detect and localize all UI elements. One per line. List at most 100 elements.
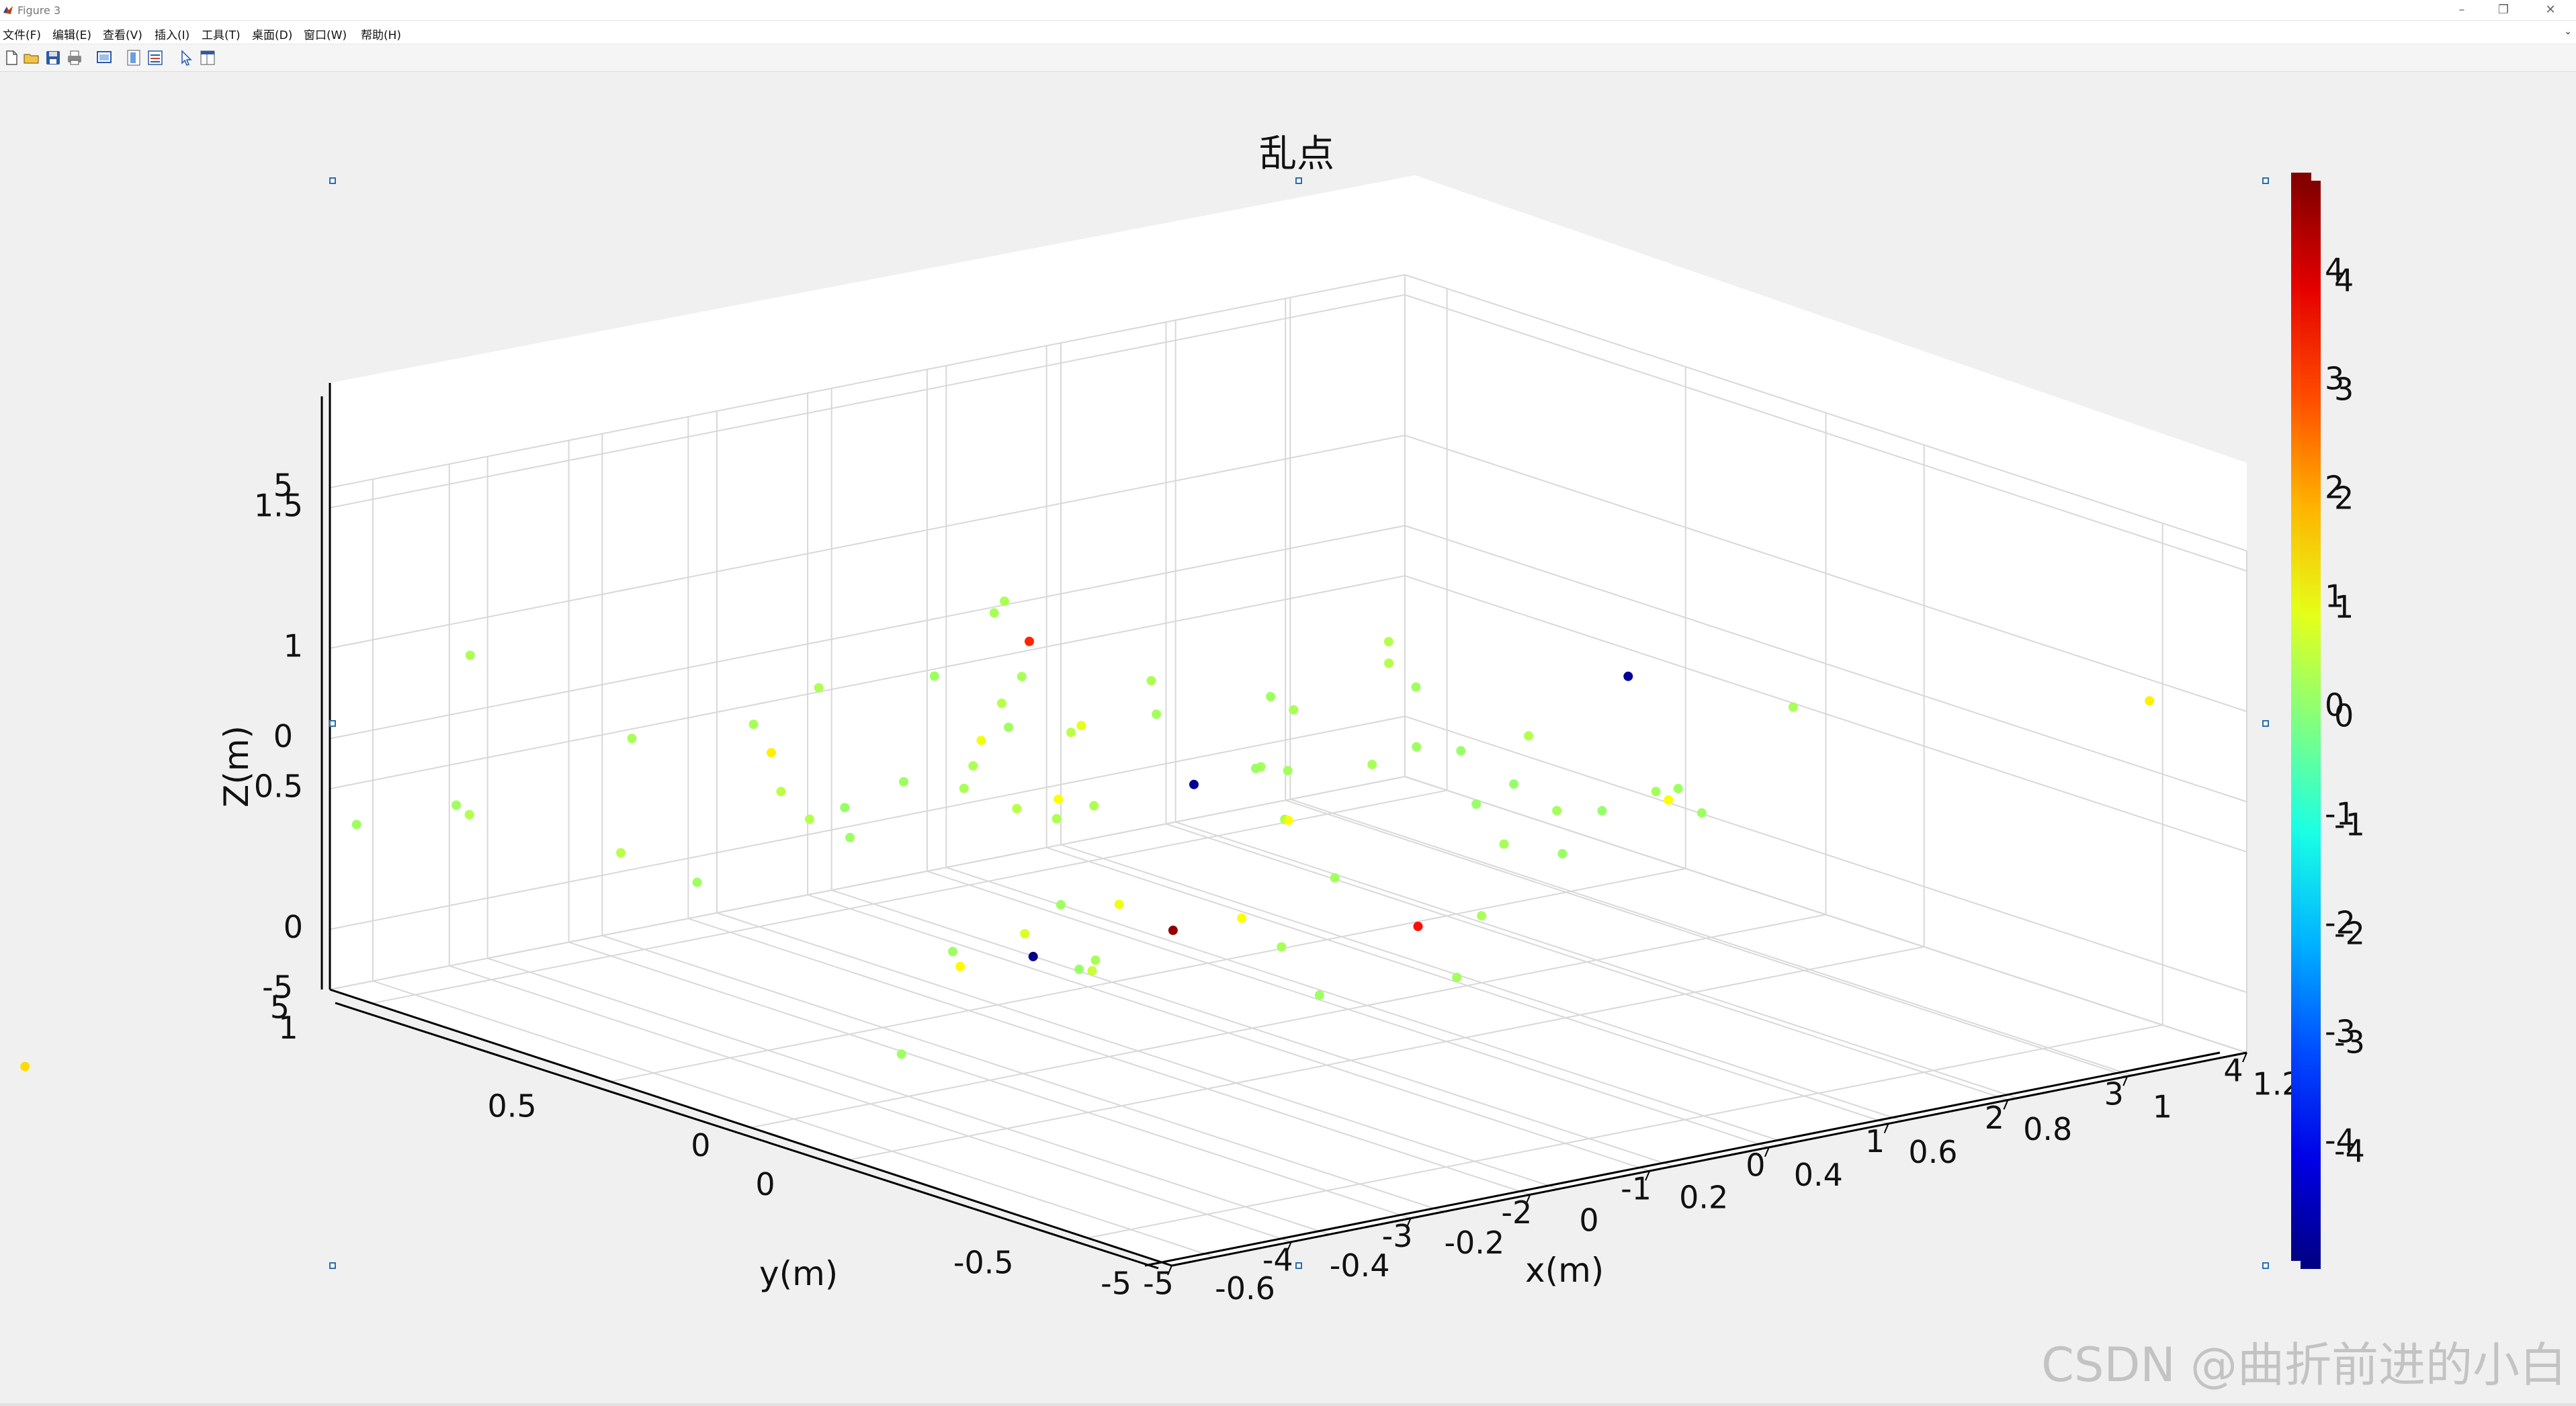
- back-wall-pane: [330, 175, 1415, 990]
- data-point: [929, 671, 939, 681]
- colorbar-tick-label-overlay: -4: [2334, 1133, 2365, 1170]
- data-point: [1056, 899, 1066, 910]
- y-tick-label-overlay: 0: [755, 1166, 775, 1202]
- insert-colorbar-icon[interactable]: [125, 49, 142, 67]
- minimize-button[interactable]: –: [2458, 3, 2465, 17]
- data-point: [1788, 702, 1798, 712]
- selection-handle: [1295, 177, 1302, 184]
- data-point: [1314, 990, 1324, 1000]
- data-point: [2145, 696, 2155, 706]
- grid-z2-back: [329, 715, 1406, 930]
- colorbar-tick-label: -2: [2325, 905, 2356, 941]
- grid-z2-right: [1404, 294, 2247, 572]
- data-point: [351, 820, 361, 830]
- data-point: [1289, 705, 1299, 715]
- colorbar-tick-label: 0: [2325, 687, 2344, 723]
- menu-window[interactable]: 窗口(W): [304, 29, 347, 42]
- x-tick-label-overlay: -0.4: [1330, 1247, 1390, 1284]
- x-tick-label: -5: [1143, 1266, 1174, 1302]
- colorbar-tick-label: 1: [2325, 578, 2344, 615]
- menu-overflow-icon[interactable]: ⌄: [2564, 26, 2572, 37]
- data-point: [1256, 762, 1266, 772]
- insert-legend-icon[interactable]: [146, 49, 164, 67]
- data-point: [1189, 779, 1199, 789]
- data-point: [1697, 808, 1707, 818]
- x-tick-mark: [1167, 1265, 1172, 1276]
- menu-help[interactable]: 帮助(H): [361, 29, 402, 42]
- matlab-logo-icon: [3, 6, 13, 14]
- x-tick-label-overlay: 0.2: [1679, 1180, 1728, 1216]
- close-button[interactable]: ✕: [2545, 3, 2556, 17]
- x-tick-label: -4: [1262, 1241, 1293, 1278]
- grid-z2-right: [1404, 715, 2247, 994]
- data-point: [1471, 799, 1482, 809]
- data-point: [1054, 794, 1064, 804]
- menu-desktop[interactable]: 桌面(D): [252, 29, 293, 42]
- selection-handle: [329, 1262, 336, 1269]
- data-point: [1168, 925, 1178, 935]
- chart-title: 乱点: [1259, 132, 1334, 176]
- z-tick-label-overlay: 1.5: [254, 487, 303, 523]
- selection-handle: [329, 177, 336, 184]
- z-tick-label: 0: [273, 718, 293, 754]
- grid-z2-back: [329, 294, 1406, 509]
- data-point: [840, 803, 850, 813]
- data-point: [1066, 728, 1076, 738]
- data-point: [1330, 873, 1340, 883]
- grid-y2-floor: [1087, 1024, 2163, 1239]
- data-point: [1524, 731, 1534, 741]
- right-wall-pane: [1415, 175, 2247, 1053]
- save-icon[interactable]: [44, 49, 62, 67]
- x-tick-label-overlay: 0.4: [1794, 1157, 1843, 1193]
- colorbar-tick-label: 3: [2325, 361, 2344, 397]
- data-point: [748, 719, 759, 730]
- data-point: [767, 748, 776, 758]
- data-point: [1412, 742, 1422, 752]
- data-point: [1028, 951, 1038, 961]
- data-point: [776, 787, 786, 797]
- figure-canvas[interactable]: -5 -4 -3 -2 -1 0 1 2 3 4 -0.6 -0.4 -0.2 0 0.2 0.4 0.6 0.8…: [0, 72, 2576, 1406]
- x-tick-label-overlay: -0.2: [1444, 1225, 1504, 1261]
- x-tick-label: 0: [1746, 1147, 1765, 1183]
- menu-view[interactable]: 查看(V): [103, 29, 142, 42]
- data-point: [1384, 658, 1394, 668]
- grid-z2-back: [329, 575, 1406, 790]
- data-point: [1051, 814, 1062, 824]
- y-axis-line-2: [335, 1002, 1159, 1270]
- x-tick-label-overlay: 1: [2153, 1088, 2172, 1125]
- z-axis-label: Z(m): [217, 726, 256, 807]
- scatter3d-plot[interactable]: -5 -4 -3 -2 -1 0 1 2 3 4 -0.6 -0.4 -0.2 0 0.2 0.4 0.6 0.8…: [0, 72, 2576, 1406]
- menu-insert[interactable]: 插入(I): [155, 29, 190, 42]
- x-axis-line: [1171, 1051, 2247, 1267]
- window-title-bar: Figure 3 – ❐ ✕: [0, 0, 2576, 21]
- open-file-icon[interactable]: [23, 49, 40, 67]
- z-tick-label-overlay: 1: [284, 628, 303, 664]
- link-plot-icon[interactable]: [95, 49, 113, 67]
- maximize-button[interactable]: ❐: [2497, 3, 2509, 17]
- z-tick-label: -5: [262, 969, 293, 1006]
- grid-z2-back: [329, 435, 1406, 650]
- menu-tools[interactable]: 工具(T): [202, 29, 241, 42]
- colorbar-tick-label: 2: [2325, 470, 2344, 506]
- data-point: [1411, 682, 1421, 692]
- colorbar-overlay: [2301, 181, 2321, 1269]
- x-tick-mark: [2122, 1075, 2129, 1086]
- x-tick-label-overlay: 0.6: [1908, 1134, 1957, 1170]
- data-point: [452, 800, 461, 810]
- print-icon[interactable]: [66, 49, 83, 67]
- data-point: [1283, 816, 1293, 826]
- y-tick-label: -5: [1101, 1266, 1131, 1302]
- data-point: [1477, 911, 1487, 921]
- data-point: [1146, 676, 1156, 686]
- z-tick-label-overlay: 0: [284, 909, 303, 945]
- menu-edit[interactable]: 编辑(E): [52, 29, 92, 42]
- y-axis-label: y(m): [759, 1254, 839, 1293]
- edit-plot-arrow-icon[interactable]: [177, 49, 195, 67]
- x-tick-label-overlay: 0: [1579, 1202, 1598, 1238]
- new-figure-icon[interactable]: [3, 49, 20, 67]
- property-inspector-icon[interactable]: [199, 49, 216, 67]
- colorbar-tick-label-overlay: 1: [2334, 589, 2354, 625]
- menu-file[interactable]: 文件(F): [3, 29, 42, 42]
- data-point: [968, 761, 978, 771]
- data-point: [1076, 721, 1086, 731]
